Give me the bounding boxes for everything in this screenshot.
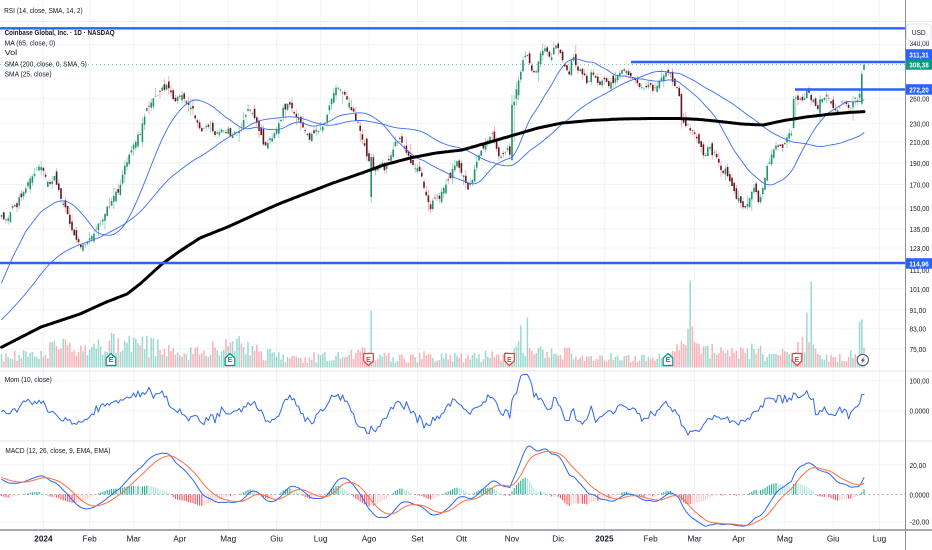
svg-text:340,00: 340,00 xyxy=(910,39,930,48)
svg-text:2025: 2025 xyxy=(595,535,614,544)
svg-text:260,00: 260,00 xyxy=(910,95,930,104)
svg-text:SMA (25, close): SMA (25, close) xyxy=(5,70,52,79)
svg-text:Mar: Mar xyxy=(688,535,702,544)
svg-text:Dic: Dic xyxy=(552,535,564,544)
svg-text:114,96: 114,96 xyxy=(909,259,929,268)
svg-text:Mag: Mag xyxy=(220,535,236,544)
svg-text:E: E xyxy=(366,357,371,364)
svg-text:Lug: Lug xyxy=(314,535,328,544)
svg-text:E: E xyxy=(228,357,233,364)
svg-text:Ago: Ago xyxy=(362,535,377,544)
svg-text:75,00: 75,00 xyxy=(910,345,927,354)
svg-text:E: E xyxy=(666,357,671,364)
svg-text:-20,00: -20,00 xyxy=(910,518,930,527)
svg-text:123,00: 123,00 xyxy=(910,244,930,253)
svg-text:170,00: 170,00 xyxy=(910,180,930,189)
svg-text:MACD (12, 26, close, 9, EMA, E: MACD (12, 26, close, 9, EMA, EMA) xyxy=(5,446,110,455)
svg-text:Feb: Feb xyxy=(644,535,659,544)
svg-text:101,00: 101,00 xyxy=(910,285,930,294)
svg-text:USD: USD xyxy=(912,28,926,37)
svg-text:20,00: 20,00 xyxy=(910,461,927,470)
svg-text:311,31: 311,31 xyxy=(909,50,929,59)
svg-text:Mag: Mag xyxy=(777,535,793,544)
svg-text:83,00: 83,00 xyxy=(910,325,927,334)
svg-text:Vol: Vol xyxy=(5,48,18,57)
svg-text:0,0000: 0,0000 xyxy=(910,490,930,499)
svg-text:Giu: Giu xyxy=(270,535,283,544)
svg-text:Mom (10, close): Mom (10, close) xyxy=(5,375,52,384)
svg-text:Coinbase Global, Inc. · 1D · N: Coinbase Global, Inc. · 1D · NASDAQ xyxy=(5,28,115,37)
svg-text:Lug: Lug xyxy=(873,535,887,544)
svg-text:135,00: 135,00 xyxy=(910,225,930,234)
svg-text:E: E xyxy=(109,357,114,364)
svg-text:SMA (200, close, 0, SMA, 5): SMA (200, close, 0, SMA, 5) xyxy=(5,59,88,68)
svg-text:MA (65, close, 0): MA (65, close, 0) xyxy=(5,39,56,48)
svg-text:111,00: 111,00 xyxy=(910,266,930,275)
svg-text:272,20: 272,20 xyxy=(909,85,929,94)
svg-text:E: E xyxy=(795,357,800,364)
svg-text:Giu: Giu xyxy=(827,535,840,544)
svg-text:230,00: 230,00 xyxy=(910,119,930,128)
svg-text:Apr: Apr xyxy=(173,535,186,544)
svg-text:Nov: Nov xyxy=(505,535,520,544)
svg-text:Mar: Mar xyxy=(127,535,141,544)
svg-text:Apr: Apr xyxy=(732,535,745,544)
svg-text:308,38: 308,38 xyxy=(909,60,929,69)
svg-text:Set: Set xyxy=(411,535,424,544)
svg-text:210,00: 210,00 xyxy=(910,138,930,147)
svg-text:E: E xyxy=(507,357,512,364)
svg-text:2024: 2024 xyxy=(34,535,53,544)
svg-text:100,00: 100,00 xyxy=(910,376,930,385)
svg-text:190,00: 190,00 xyxy=(910,159,930,168)
svg-text:150,00: 150,00 xyxy=(910,204,930,213)
svg-text:Ott: Ott xyxy=(456,535,468,544)
svg-text:RSI (14, close, SMA, 14, 2): RSI (14, close, SMA, 14, 2) xyxy=(4,6,83,15)
svg-text:Feb: Feb xyxy=(83,535,98,544)
svg-text:91,00: 91,00 xyxy=(910,306,927,315)
svg-text:0,0000: 0,0000 xyxy=(910,407,930,416)
